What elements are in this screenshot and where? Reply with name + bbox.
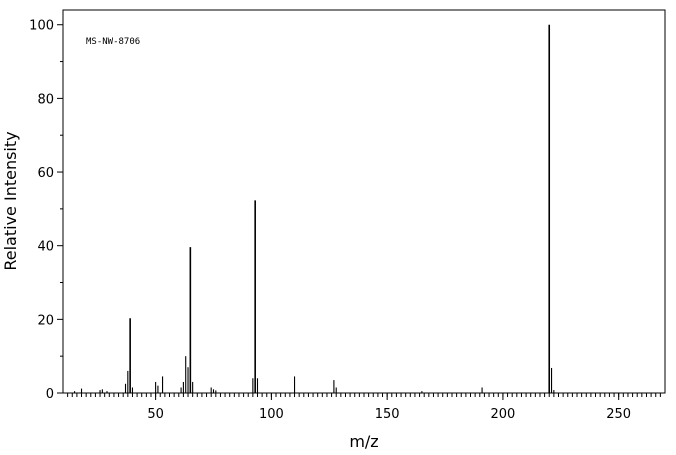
y-axis-ticks: 0 20 40 60 80 100: [29, 19, 63, 402]
y-tick-label: 60: [37, 166, 54, 181]
x-tick-label: 50: [147, 407, 164, 422]
x-tick-label: 150: [375, 407, 400, 422]
y-tick-label: 100: [29, 19, 54, 34]
y-tick-label: 80: [37, 92, 54, 107]
x-axis-ticks: 50 100 150 200 250: [147, 393, 631, 422]
x-tick-label: 100: [259, 407, 284, 422]
x-tick-label: 200: [491, 407, 516, 422]
spectrum-id-annotation: MS-NW-8706: [86, 37, 140, 47]
y-tick-label: 20: [37, 313, 54, 328]
y-tick-label: 0: [46, 387, 54, 402]
spectrum-peaks: [74, 24, 555, 393]
y-axis-title: Relative Intensity: [1, 131, 20, 270]
plot-frame: [62, 9, 666, 394]
y-tick-label: 40: [37, 240, 54, 255]
x-axis-title: m/z: [349, 432, 378, 451]
minor-ticks: [60, 61, 661, 397]
x-tick-label: 250: [606, 407, 631, 422]
